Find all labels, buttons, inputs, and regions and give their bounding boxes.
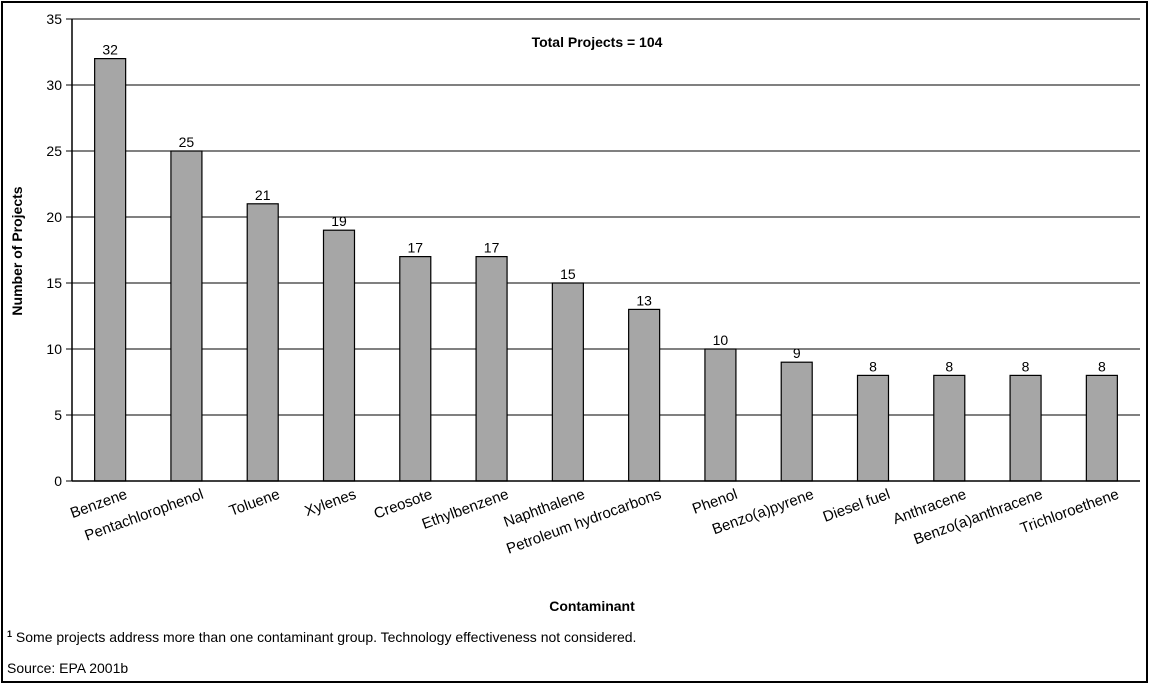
- data-label: 17: [407, 240, 423, 256]
- data-label: 17: [484, 240, 500, 256]
- bar: [246, 203, 279, 482]
- data-label: 8: [869, 358, 877, 374]
- y-tick-label: 10: [46, 341, 62, 357]
- y-tick-label: 25: [46, 143, 62, 159]
- bars: [94, 57, 1118, 482]
- data-label: 8: [945, 358, 953, 374]
- footnote-text: Some projects address more than one cont…: [15, 629, 637, 645]
- bar: [475, 256, 508, 482]
- y-tick-label: 30: [46, 77, 62, 93]
- bar: [780, 361, 813, 482]
- y-tick-label: 5: [54, 407, 62, 423]
- bar: [170, 150, 203, 482]
- data-label: 13: [636, 292, 652, 308]
- data-labels: 32 25 21 19 17 17 15 13 10 9 8 8 8 8: [102, 42, 1106, 375]
- data-label: 8: [1022, 358, 1030, 374]
- bar: [1085, 374, 1118, 482]
- category-label: Benzo(a)anthracene: [911, 486, 1045, 548]
- y-tick-label: 0: [54, 473, 62, 489]
- category-label: Toluene: [227, 486, 282, 520]
- data-label: 9: [793, 345, 801, 361]
- x-axis-title: Contaminant: [549, 598, 635, 614]
- bar: [704, 348, 737, 482]
- data-label: 10: [713, 332, 729, 348]
- bar: [933, 374, 966, 482]
- bar: [551, 282, 584, 482]
- gridlines: [66, 18, 1140, 482]
- y-tick-label: 35: [46, 11, 62, 27]
- data-label: 32: [102, 42, 118, 58]
- category-label: Diesel fuel: [821, 486, 893, 526]
- data-label: 25: [179, 134, 195, 150]
- data-label: 21: [255, 187, 271, 203]
- bar: [628, 308, 661, 482]
- y-axis-title: Number of Projects: [9, 186, 25, 315]
- bar: [322, 229, 356, 482]
- data-label: 8: [1098, 358, 1106, 374]
- category-label: Ethylbenzene: [420, 486, 511, 533]
- bar: [1009, 374, 1042, 482]
- bar: [94, 57, 127, 482]
- y-tick-label: 20: [46, 209, 62, 225]
- category-label: Xylenes: [302, 486, 358, 520]
- category-label: Phenol: [690, 486, 740, 518]
- footnote-marker: 1: [7, 629, 13, 639]
- y-tick-labels: 0 5 10 15 20 25 30 35: [46, 11, 62, 489]
- footnote: 1 Some projects address more than one co…: [7, 629, 636, 645]
- source-note: Source: EPA 2001b: [7, 660, 129, 676]
- bar: [856, 374, 890, 482]
- data-label: 15: [560, 266, 576, 282]
- axes: [71, 19, 1140, 482]
- data-label: 19: [331, 213, 347, 229]
- y-tick-label: 15: [46, 275, 62, 291]
- bar: [399, 256, 432, 482]
- chart-title: Total Projects = 104: [532, 34, 663, 50]
